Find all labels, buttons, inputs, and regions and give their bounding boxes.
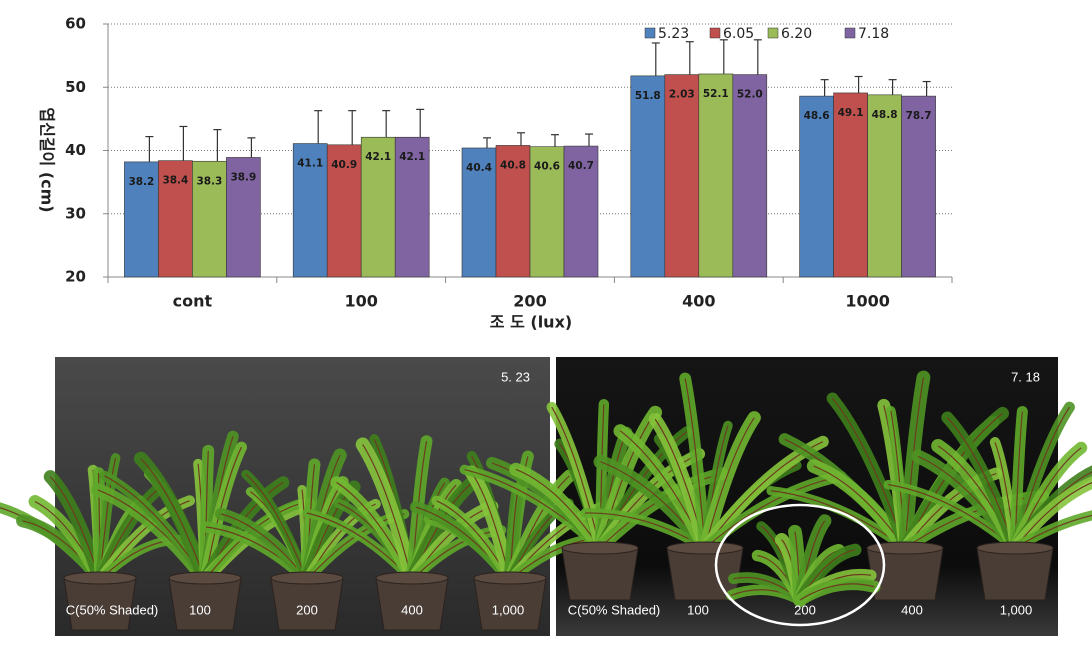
legend-label: 6.05 bbox=[723, 26, 754, 42]
value-label: 48.8 bbox=[872, 109, 898, 121]
bar bbox=[799, 95, 834, 278]
fern-stem bbox=[904, 377, 925, 549]
y-tick-label: 50 bbox=[65, 78, 86, 96]
pot-rim bbox=[561, 541, 639, 555]
bar bbox=[461, 147, 497, 278]
bar bbox=[226, 157, 261, 278]
x-tick-label: 200 bbox=[513, 292, 546, 311]
pot-label: 1,000 bbox=[1000, 602, 1033, 617]
pot-label: C(50% Shaded) bbox=[66, 602, 159, 617]
fern-stem bbox=[362, 444, 413, 581]
y-tick-label: 30 bbox=[65, 204, 86, 222]
fern-stem bbox=[799, 583, 875, 601]
bar bbox=[394, 136, 430, 278]
x-axis-label: 조 도 (lux) bbox=[490, 313, 572, 332]
pot-label: C(50% Shaded) bbox=[568, 602, 661, 617]
fern-stem bbox=[1014, 481, 1092, 549]
bar bbox=[732, 74, 768, 278]
value-label: 40.7 bbox=[568, 160, 594, 172]
photos bbox=[0, 357, 1092, 636]
pot-rim bbox=[473, 571, 547, 585]
pot-label: 400 bbox=[401, 602, 423, 617]
pot-rim bbox=[666, 541, 744, 555]
legend-label: 6.20 bbox=[781, 26, 812, 42]
fern-stem bbox=[551, 406, 601, 549]
bar bbox=[698, 73, 734, 278]
y-tick-label: 60 bbox=[65, 15, 86, 33]
value-label: 42.1 bbox=[399, 151, 425, 163]
value-label: 40.6 bbox=[534, 161, 560, 173]
bar bbox=[124, 161, 159, 278]
photo-date: 7. 18 bbox=[1011, 369, 1040, 384]
pot-label: 100 bbox=[687, 602, 709, 617]
pot-label: 200 bbox=[794, 602, 816, 617]
fern-stem bbox=[704, 417, 755, 549]
bar bbox=[901, 95, 936, 278]
value-label: 42.1 bbox=[365, 151, 391, 163]
fern-stem bbox=[515, 468, 601, 549]
pot-rim bbox=[866, 541, 944, 555]
pot-label: 100 bbox=[189, 602, 211, 617]
fern-stem bbox=[245, 473, 308, 581]
pot-rim bbox=[63, 571, 137, 585]
bar bbox=[495, 145, 531, 278]
bar bbox=[630, 75, 666, 278]
pot-rim bbox=[168, 571, 242, 585]
y-tick-label: 20 bbox=[65, 268, 86, 286]
pot-rim bbox=[270, 571, 344, 585]
legend-label: 7.18 bbox=[858, 26, 889, 42]
value-label: 38.3 bbox=[196, 175, 222, 187]
value-label: 51.8 bbox=[635, 90, 661, 102]
y-tick-label: 40 bbox=[65, 141, 86, 159]
fern-stem bbox=[684, 378, 706, 549]
pot bbox=[866, 547, 944, 601]
value-label: 52.1 bbox=[703, 88, 729, 100]
value-label: 49.1 bbox=[838, 107, 864, 119]
highlight-circle bbox=[714, 503, 886, 627]
pot-rim bbox=[375, 571, 449, 585]
x-tick-label: 100 bbox=[344, 292, 377, 311]
pot bbox=[976, 547, 1054, 601]
fern-stem bbox=[1014, 514, 1092, 549]
fern-stem bbox=[704, 475, 842, 549]
bar bbox=[529, 146, 565, 278]
photo-date: 5. 23 bbox=[501, 369, 530, 384]
bar bbox=[833, 92, 868, 278]
bar bbox=[664, 74, 700, 278]
legend-label: 5.23 bbox=[658, 26, 689, 42]
fern-stem bbox=[140, 458, 206, 581]
x-tick-label: 400 bbox=[682, 292, 715, 311]
legend-swatch bbox=[644, 27, 656, 39]
x-tick-label: cont bbox=[173, 292, 213, 311]
value-label: 38.9 bbox=[230, 171, 256, 183]
value-label: 38.2 bbox=[128, 176, 154, 188]
pot-label: 1,000 bbox=[492, 602, 525, 617]
value-label: 40.8 bbox=[500, 159, 526, 171]
value-label: 78.7 bbox=[906, 110, 932, 122]
bar bbox=[326, 144, 362, 278]
pot bbox=[561, 547, 639, 601]
pot-label: 200 bbox=[296, 602, 318, 617]
value-label: 40.9 bbox=[331, 159, 357, 171]
value-label: 38.4 bbox=[162, 175, 188, 187]
bar bbox=[867, 94, 902, 278]
y-axis-label: 엽신길이 (cm) bbox=[38, 107, 57, 212]
bar bbox=[360, 136, 396, 278]
value-label: 2.03 bbox=[669, 89, 695, 101]
legend-swatch bbox=[767, 27, 779, 39]
value-label: 48.6 bbox=[804, 110, 830, 122]
bar bbox=[192, 160, 227, 278]
legend-swatch bbox=[844, 27, 856, 39]
bar bbox=[563, 145, 599, 278]
value-label: 52.0 bbox=[737, 89, 763, 101]
value-label: 40.4 bbox=[466, 162, 492, 174]
legend-swatch bbox=[709, 27, 721, 39]
pot-label: 400 bbox=[901, 602, 923, 617]
pot-rim bbox=[976, 541, 1054, 555]
x-tick-label: 1000 bbox=[845, 292, 890, 311]
value-label: 41.1 bbox=[297, 158, 323, 170]
